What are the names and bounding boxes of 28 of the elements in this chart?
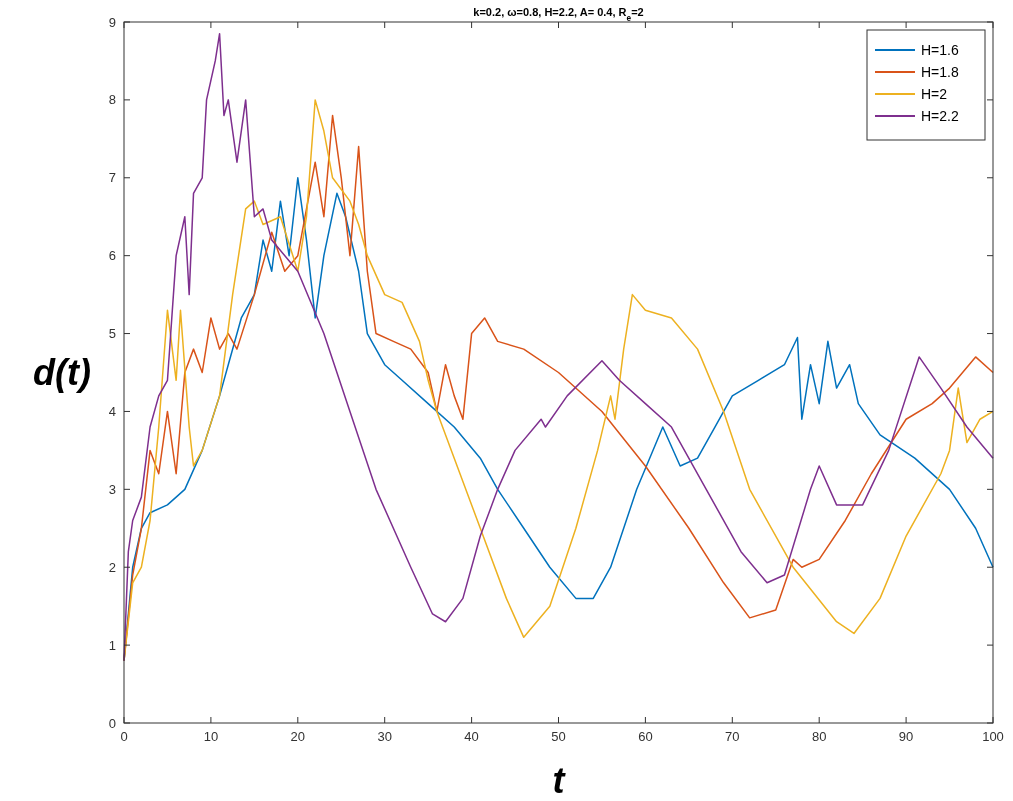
x-tick-label: 20 bbox=[290, 729, 306, 744]
x-tick-label: 60 bbox=[638, 729, 653, 744]
legend-label: H=2.2 bbox=[921, 107, 959, 124]
y-tick-label: 5 bbox=[108, 326, 116, 342]
x-tick-label: 40 bbox=[464, 729, 479, 744]
y-axis-title: d(t) bbox=[33, 352, 91, 394]
y-tick-label: 9 bbox=[108, 14, 116, 30]
y-tick-label: 4 bbox=[108, 403, 116, 419]
legend-label: H=1.8 bbox=[921, 63, 959, 80]
y-tick-label: 1 bbox=[108, 637, 116, 653]
x-tick-label: 90 bbox=[898, 729, 914, 744]
y-tick-label: 2 bbox=[108, 559, 116, 575]
x-tick-label: 100 bbox=[982, 729, 1004, 744]
x-tick-label: 80 bbox=[811, 729, 827, 744]
chart-title: k=0.2, ω=0.8, H=2.2, A= 0.4, R$_{e}$=2 bbox=[473, 6, 644, 23]
x-tick-label: 70 bbox=[725, 729, 740, 744]
legend-label: H=1.6 bbox=[921, 41, 959, 58]
y-tick-label: 6 bbox=[108, 248, 116, 264]
y-tick-label: 8 bbox=[108, 92, 116, 108]
y-tick-label: 3 bbox=[108, 481, 116, 497]
y-tick-label: 7 bbox=[108, 170, 116, 186]
x-tick-label: 50 bbox=[551, 729, 566, 744]
legend-label: H=2 bbox=[921, 85, 948, 102]
x-tick-label: 0 bbox=[120, 729, 128, 744]
y-tick-label: 0 bbox=[108, 715, 116, 731]
x-axis-title: t bbox=[552, 760, 567, 801]
x-tick-label: 10 bbox=[203, 729, 219, 744]
x-tick-label: 30 bbox=[377, 729, 392, 744]
